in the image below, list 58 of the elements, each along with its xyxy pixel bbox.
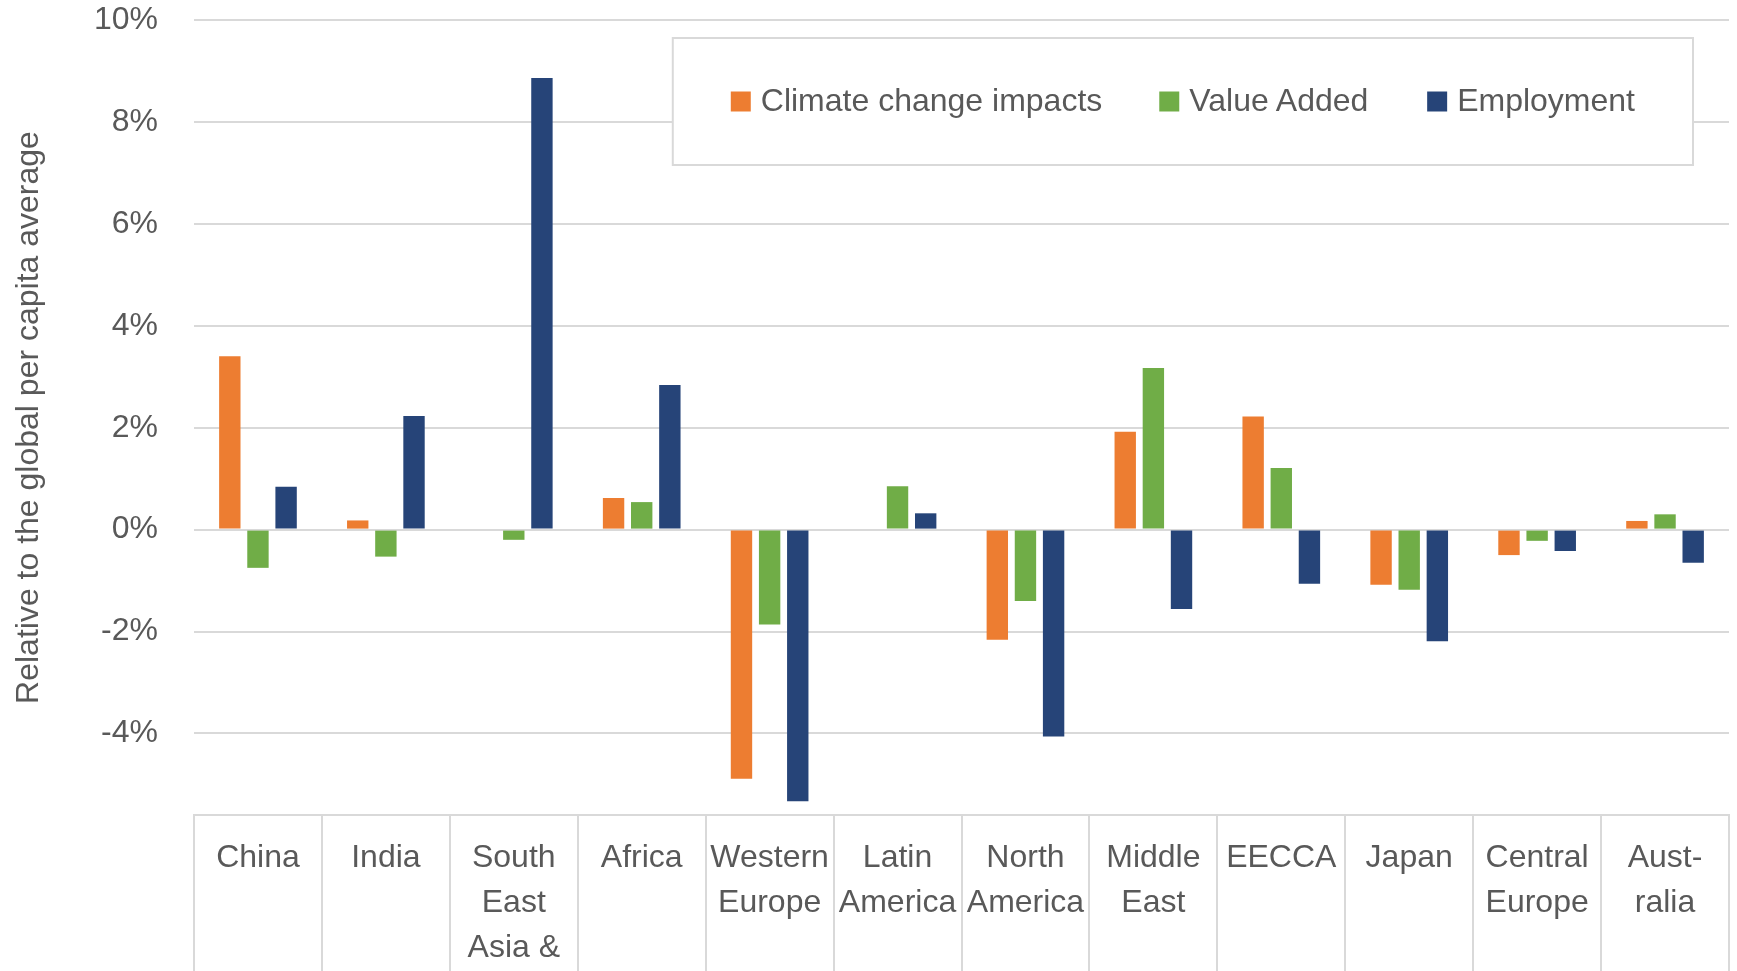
y-tick-label: 10% (93, 0, 158, 36)
y-tick-label: 8% (111, 101, 158, 138)
bar (1626, 520, 1648, 529)
legend-label: Employment (1457, 82, 1636, 119)
y-tick-label: -4% (101, 713, 158, 750)
bar (787, 530, 809, 802)
bar (375, 530, 397, 557)
bar (1426, 530, 1449, 642)
x-tick-label: Africa (600, 838, 683, 875)
y-tick-label: 6% (111, 203, 158, 240)
bar (1498, 530, 1520, 556)
bar (347, 520, 369, 529)
x-tick-label: China (216, 838, 300, 875)
y-axis-title: Relative to the global per capita average (9, 131, 46, 704)
bar (219, 356, 241, 529)
bar (1554, 530, 1576, 552)
bar (1398, 530, 1420, 590)
y-tick-label: 4% (111, 305, 158, 342)
bar (1526, 530, 1548, 541)
x-tick-label: India (351, 838, 421, 875)
x-tick-label: Latin America (838, 838, 957, 920)
y-tick-label: 2% (111, 407, 158, 444)
x-tick-label: Middle East (1106, 838, 1201, 920)
x-tick-label: Japan (1365, 838, 1453, 875)
bar (886, 486, 909, 529)
x-tick-label: North America (966, 838, 1085, 920)
bar (275, 486, 297, 529)
bar (1654, 514, 1676, 529)
bar (403, 415, 425, 529)
x-tick-label: EECCA (1226, 838, 1338, 875)
bar (1270, 467, 1292, 529)
bar (1370, 530, 1392, 585)
bar (631, 502, 653, 529)
bar (1142, 368, 1165, 529)
legend-label: Climate change impacts (760, 82, 1103, 119)
bar (1170, 530, 1193, 610)
bar (758, 530, 781, 625)
bar (986, 530, 1009, 640)
bar (1114, 431, 1136, 529)
x-tick-label: Aust-ralia (1627, 838, 1703, 920)
bar (503, 530, 525, 540)
bar (531, 78, 553, 529)
bar (1242, 416, 1264, 529)
y-tick-label: -2% (101, 611, 158, 648)
bar (1298, 530, 1321, 584)
y-tick-label: 0% (111, 509, 158, 546)
bar (659, 384, 681, 529)
bar (730, 530, 753, 779)
x-tick-label: Central Europe (1485, 838, 1589, 920)
x-tick-label: South East Asia & (467, 838, 561, 964)
bar (1682, 530, 1704, 563)
bar (1014, 530, 1037, 601)
x-tick-label: Western Europe (710, 838, 829, 920)
bar (602, 498, 625, 529)
bar (1042, 530, 1065, 737)
bar (247, 530, 269, 568)
bar (914, 513, 937, 529)
legend-label: Value Added (1189, 82, 1369, 119)
